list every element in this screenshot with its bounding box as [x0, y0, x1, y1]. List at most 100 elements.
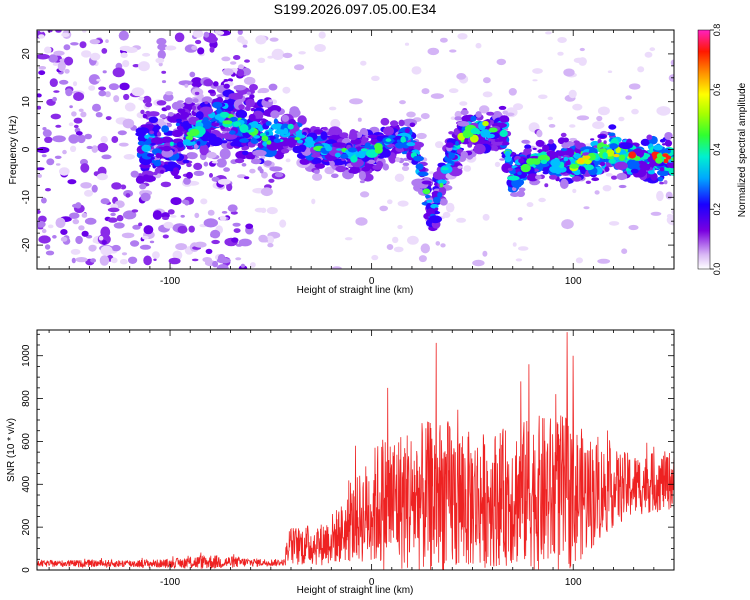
heatmap-cell	[580, 166, 586, 175]
heatmap-cell	[173, 167, 179, 174]
heatmap-cell	[45, 250, 55, 256]
heatmap-cell	[418, 255, 427, 263]
heatmap-cell	[75, 235, 83, 245]
heatmap-cell	[504, 150, 511, 157]
heatmap-cell	[585, 180, 592, 184]
heatmap-cell	[314, 44, 326, 52]
heatmap-cell	[257, 57, 266, 63]
heatmap-cell	[335, 165, 347, 173]
heatmap-cell	[37, 93, 42, 98]
heatmap-cell	[376, 135, 384, 142]
heatmap-cell	[119, 259, 128, 265]
heatmap-cell	[618, 184, 627, 189]
heatmap-cell	[170, 215, 177, 218]
heatmap-cell	[37, 209, 41, 214]
heatmap-cell	[147, 111, 160, 117]
heatmap-cell	[383, 126, 394, 136]
heatmap-cell	[122, 118, 135, 129]
heatmap-cell	[573, 57, 585, 63]
heatmap-cell	[430, 204, 439, 209]
heatmap-cell	[200, 198, 208, 205]
heatmap-cell	[482, 213, 490, 221]
heatmap-cell	[60, 236, 68, 242]
heatmap-cell	[231, 92, 243, 101]
heatmap-cell	[498, 105, 507, 110]
spectrogram-x-tick-label: -100	[160, 276, 180, 287]
heatmap-cell	[330, 118, 341, 129]
heatmap-cell	[507, 167, 513, 171]
heatmap-cell	[168, 257, 181, 265]
heatmap-cell	[422, 188, 431, 195]
heatmap-cell	[665, 191, 673, 200]
heatmap-cell	[191, 45, 198, 51]
heatmap-cell	[532, 147, 537, 150]
heatmap-cell	[167, 209, 175, 215]
heatmap-cell	[117, 130, 127, 136]
heatmap-cell	[153, 258, 157, 261]
heatmap-cell	[140, 192, 151, 202]
heatmap-cell	[242, 44, 248, 48]
heatmap-cell	[349, 165, 360, 174]
heatmap-cell	[592, 121, 605, 129]
colorbar-tick-label: 0.4	[712, 143, 722, 156]
heatmap-cell	[194, 212, 200, 219]
heatmap-cell	[233, 121, 241, 127]
colorbar-tick-label: 0.6	[712, 83, 722, 96]
heatmap-cell	[376, 160, 384, 169]
heatmap-cell	[273, 118, 278, 124]
heatmap-cell	[448, 88, 459, 94]
heatmap-cell	[421, 88, 430, 95]
heatmap-cell	[177, 100, 184, 103]
heatmap-cell	[483, 77, 491, 84]
heatmap-cell	[104, 91, 111, 98]
heatmap-cell	[123, 154, 135, 160]
heatmap-cell	[98, 235, 104, 241]
heatmap-cell	[326, 131, 333, 136]
heatmap-cell	[305, 136, 314, 144]
heatmap-cell	[289, 106, 300, 115]
heatmap-cell	[371, 254, 379, 261]
snr-y-tick-label: 800	[21, 390, 32, 407]
heatmap-cell	[202, 137, 208, 142]
heatmap-cell	[475, 42, 482, 49]
heatmap-cell	[222, 68, 234, 76]
heatmap-cell	[441, 167, 449, 171]
heatmap-cell	[367, 159, 376, 164]
heatmap-cell	[413, 155, 424, 162]
heatmap-cell	[113, 95, 120, 103]
heatmap-cell	[364, 142, 371, 149]
heatmap-cell	[285, 158, 291, 163]
heatmap-cell	[513, 103, 524, 111]
heatmap-cell	[535, 139, 545, 147]
heatmap-cell	[656, 106, 671, 116]
heatmap-cell	[318, 31, 326, 39]
heatmap-cell	[101, 240, 107, 245]
heatmap-cell	[206, 36, 218, 44]
heatmap-cell	[437, 179, 447, 185]
heatmap-cell	[440, 37, 448, 43]
heatmap-cell	[176, 141, 184, 148]
spectrogram-y-tick-label: 20	[21, 48, 32, 60]
heatmap-cell	[202, 257, 212, 263]
heatmap-cell	[221, 56, 231, 62]
heatmap-cell	[144, 134, 150, 139]
heatmap-cell	[230, 211, 238, 215]
heatmap-cell	[563, 156, 569, 162]
heatmap-cell	[311, 198, 316, 205]
heatmap-cell	[575, 257, 584, 264]
heatmap-cell	[547, 116, 553, 121]
heatmap-cell	[130, 170, 139, 178]
heatmap-cell	[507, 175, 520, 181]
heatmap-cell	[611, 175, 618, 180]
heatmap-cell	[664, 139, 673, 147]
heatmap-cell	[499, 130, 508, 137]
heatmap-cell	[261, 171, 268, 179]
heatmap-cell	[92, 103, 101, 112]
heatmap-cell	[184, 97, 193, 105]
colorbar: 0.0 0.2 0.4 0.6 0.8 Normalized spectral ampl…	[697, 24, 748, 275]
heatmap-cell	[192, 30, 204, 38]
heatmap-cell	[599, 161, 606, 167]
heatmap-cell	[502, 141, 510, 146]
heatmap-cell	[517, 171, 522, 176]
colorbar-tick-label: 0.2	[712, 203, 722, 216]
